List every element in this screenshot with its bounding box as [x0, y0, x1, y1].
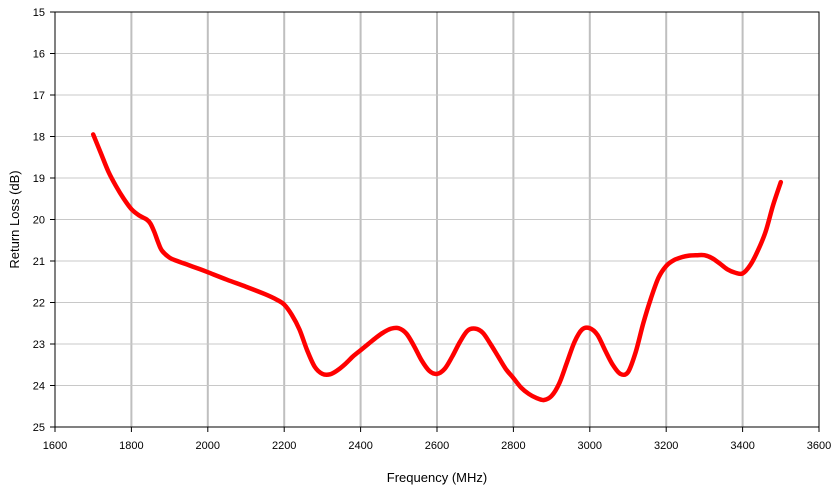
- y-tick-label: 15: [33, 7, 45, 19]
- y-axis-title: Return Loss (dB): [7, 170, 22, 268]
- x-tick-label: 2400: [348, 440, 372, 452]
- y-tick-label: 20: [33, 215, 45, 227]
- y-tick-label: 25: [33, 422, 45, 434]
- y-tick-label: 24: [33, 381, 45, 393]
- x-tick-label: 1800: [119, 440, 143, 452]
- x-tick-label: 3600: [807, 440, 831, 452]
- y-tick-label: 23: [33, 339, 45, 351]
- y-tick-label: 17: [33, 90, 45, 102]
- y-tick-label: 18: [33, 132, 45, 144]
- x-tick-label: 1600: [43, 440, 67, 452]
- tick-labels: 1600 1800 2000 2200 2400 2600 2800 3000 3200 3400…: [33, 7, 831, 452]
- x-tick-label: 3200: [654, 440, 678, 452]
- y-tick-label: 21: [33, 256, 45, 268]
- y-tick-label: 16: [33, 49, 45, 61]
- y-tick-label: 22: [33, 298, 45, 310]
- x-tick-label: 2200: [272, 440, 296, 452]
- x-tick-label: 3000: [578, 440, 602, 452]
- x-tick-label: 3400: [730, 440, 754, 452]
- y-tick-label: 19: [33, 173, 45, 185]
- return-loss-line: [90, 132, 784, 403]
- x-tick-label: 2600: [425, 440, 449, 452]
- axis-ticks: [50, 11, 820, 432]
- x-tick-label: 2800: [501, 440, 525, 452]
- x-tick-label: 2000: [196, 440, 220, 452]
- x-axis-title: Frequency (MHz): [387, 470, 487, 485]
- grid: [55, 12, 819, 427]
